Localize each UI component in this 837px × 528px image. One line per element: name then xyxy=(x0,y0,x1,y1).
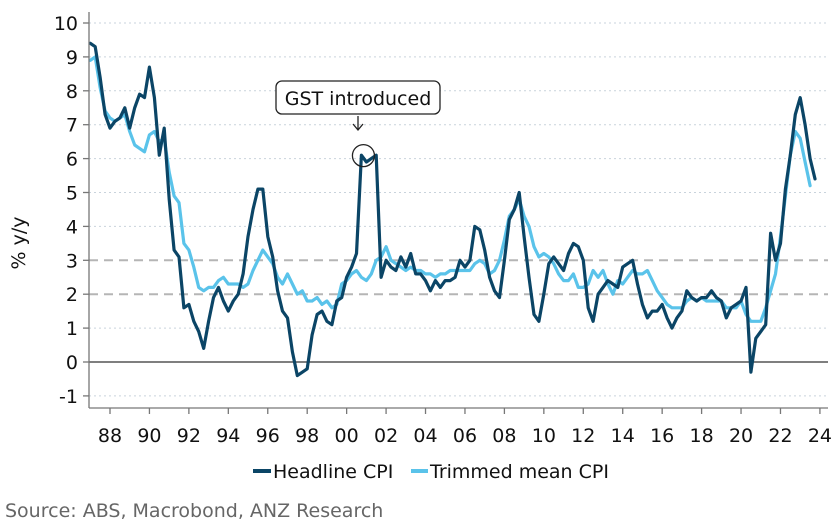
y-tick-label: 10 xyxy=(54,13,78,35)
y-tick-label: 1 xyxy=(66,318,78,340)
x-tick-label: 90 xyxy=(137,425,161,447)
x-tick-label: 18 xyxy=(690,425,714,447)
x-tick-label: 92 xyxy=(177,425,201,447)
axes xyxy=(88,12,828,409)
x-axis-ticks: 88 90 92 94 96 98 00 02 04 06 08 10 12 14 16 18 20 22 24 xyxy=(98,408,832,447)
x-tick-label: 04 xyxy=(413,425,437,447)
source-note: Source: ABS, Macrobond, ANZ Research xyxy=(5,500,383,522)
x-tick-label: 88 xyxy=(98,425,122,447)
y-tick-label: -1 xyxy=(59,386,78,408)
x-tick-label: 94 xyxy=(216,425,240,447)
legend: Headline CPI Trimmed mean CPI xyxy=(253,461,609,483)
y-tick-label: 3 xyxy=(66,250,78,272)
legend-item-headline-cpi: Headline CPI xyxy=(253,461,393,483)
x-tick-label: 14 xyxy=(611,425,635,447)
x-tick-label: 02 xyxy=(374,425,398,447)
y-tick-label: 8 xyxy=(66,81,78,103)
x-tick-label: 12 xyxy=(571,425,595,447)
x-tick-label: 06 xyxy=(453,425,477,447)
gst-annotation: GST introduced xyxy=(275,80,441,168)
x-tick-label: 98 xyxy=(295,425,319,447)
y-axis-title: % y/y xyxy=(8,217,30,270)
y-tick-label: 2 xyxy=(66,284,78,306)
x-tick-label: 16 xyxy=(650,425,674,447)
y-tick-label: 9 xyxy=(66,47,78,69)
target-band-lines xyxy=(89,259,828,296)
legend-label-headline: Headline CPI xyxy=(273,461,393,483)
legend-label-trimmed-mean: Trimmed mean CPI xyxy=(429,461,609,483)
y-tick-label: 4 xyxy=(66,216,78,238)
series-lines xyxy=(88,41,817,378)
x-tick-label: 00 xyxy=(335,425,359,447)
y-tick-label: 7 xyxy=(66,115,78,137)
y-tick-label: 0 xyxy=(66,352,78,374)
x-tick-label: 20 xyxy=(729,425,753,447)
y-tick-label: 5 xyxy=(66,183,78,205)
x-tick-label: 96 xyxy=(256,425,280,447)
legend-item-trimmed-mean-cpi: Trimmed mean CPI xyxy=(411,461,609,483)
x-tick-label: 22 xyxy=(768,425,792,447)
x-tick-label: 10 xyxy=(532,425,556,447)
x-tick-label: 08 xyxy=(492,425,516,447)
series-line-trimmed-mean-cpi xyxy=(88,55,812,323)
series-line-headline-cpi xyxy=(88,41,817,378)
y-axis-ticks: -1 0 1 2 3 4 5 6 7 8 9 10 xyxy=(54,13,89,408)
annotation-text: GST introduced xyxy=(285,88,432,110)
annotation-circle xyxy=(351,143,376,168)
y-tick-label: 6 xyxy=(66,149,78,171)
annotation-arrow-head xyxy=(352,123,364,132)
gridlines xyxy=(89,22,828,397)
x-tick-label: 24 xyxy=(808,425,832,447)
annotation-box xyxy=(275,80,441,115)
